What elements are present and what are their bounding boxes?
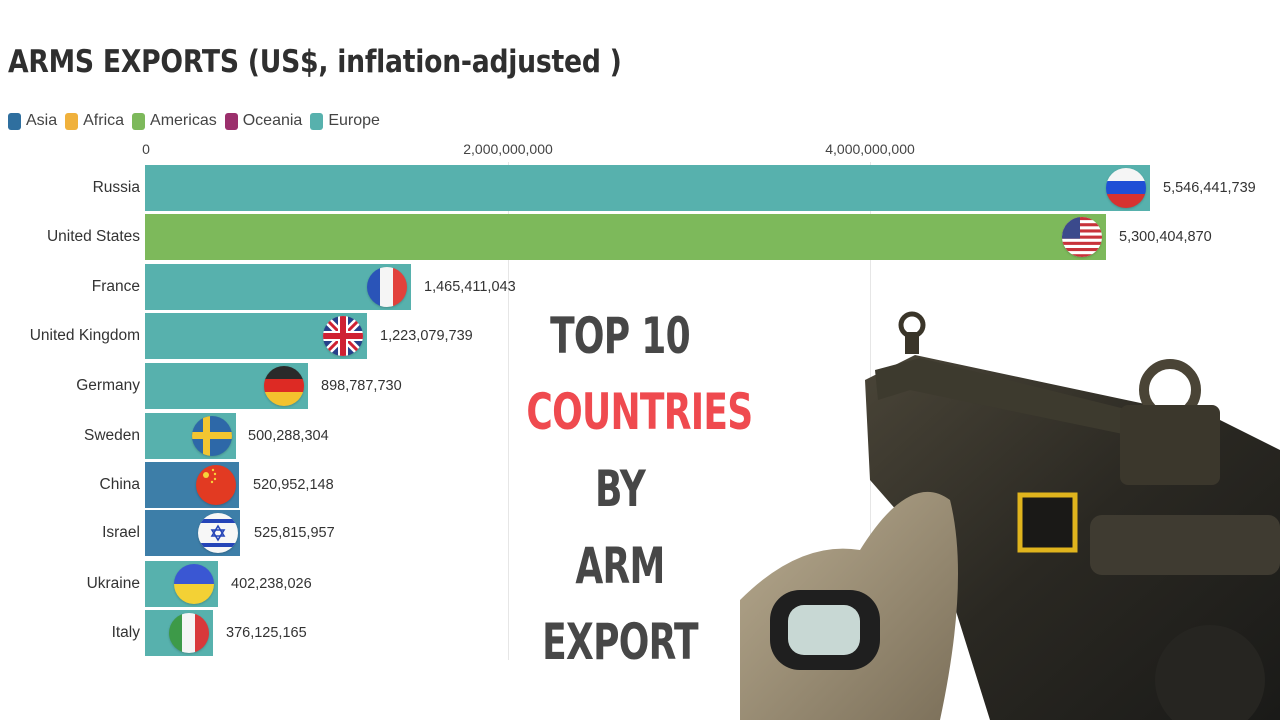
bar-row-italy: Italy 376,125,165 xyxy=(0,610,1280,656)
bar-row-france: France 1,465,411,043 xyxy=(0,264,1280,310)
bar-row-ukraine: Ukraine 402,238,026 xyxy=(0,561,1280,607)
legend-item-asia[interactable]: Asia xyxy=(8,112,57,130)
germany-flag-icon xyxy=(264,366,304,406)
bar-row-israel: Israel 525,815,957 xyxy=(0,510,1280,556)
bar-row-united-states: United States 5,300,404,870 xyxy=(0,214,1280,260)
bar-row-china: China 520,952,148 xyxy=(0,462,1280,508)
value-label: 5,546,441,739 xyxy=(1163,180,1256,196)
value-label: 376,125,165 xyxy=(226,625,307,641)
legend-item-europe[interactable]: Europe xyxy=(310,112,380,130)
value-label: 1,465,411,043 xyxy=(424,279,516,295)
uk-flag-icon xyxy=(323,316,363,356)
legend-swatch-africa xyxy=(65,112,79,130)
overlay-line-countries: COUNTRIES xyxy=(526,383,753,441)
row-label: Sweden xyxy=(83,427,140,444)
row-label: Germany xyxy=(76,377,140,394)
bar-russia[interactable] xyxy=(145,165,1150,211)
legend-swatch-europe xyxy=(310,112,324,130)
row-label: China xyxy=(99,476,141,493)
overlay-line-export: EXPORT xyxy=(542,613,698,671)
bar-row-russia: Russia 5,546,441,739 xyxy=(0,165,1280,211)
italy-flag-icon xyxy=(169,613,209,653)
legend-swatch-oceania xyxy=(224,112,238,130)
value-label: 520,952,148 xyxy=(253,477,334,493)
legend-label: Africa xyxy=(83,112,125,129)
legend-label: Oceania xyxy=(242,112,303,129)
russia-flag-icon xyxy=(1106,168,1146,208)
row-label: United Kingdom xyxy=(29,327,140,344)
overlay-line-by: BY xyxy=(594,460,646,518)
china-flag-icon xyxy=(196,465,236,505)
value-label: 500,288,304 xyxy=(248,428,329,444)
value-label: 898,787,730 xyxy=(321,378,402,394)
legend-swatch-asia xyxy=(8,112,21,130)
row-label: Russia xyxy=(92,179,140,196)
row-label: Italy xyxy=(111,624,140,641)
row-label: France xyxy=(91,278,140,295)
bar-row-united-kingdom: United Kingdom 1,223,079,739 xyxy=(0,313,1280,359)
value-label: 402,238,026 xyxy=(231,576,312,592)
legend: Asia Africa Americas Oceania Europe xyxy=(8,112,388,130)
legend-item-africa[interactable]: Africa xyxy=(65,112,124,130)
legend-label: Europe xyxy=(328,112,380,129)
row-label: Israel xyxy=(102,524,140,541)
israel-flag-icon xyxy=(198,513,238,553)
bar-united-states[interactable] xyxy=(145,214,1106,260)
legend-swatch-americas xyxy=(132,112,146,130)
overlay-line-top10: TOP 10 xyxy=(550,307,691,365)
legend-label: Asia xyxy=(26,112,58,129)
chart-title: ARMS EXPORTS (US$, inflation-adjusted ) xyxy=(8,44,622,80)
gridline-2b xyxy=(508,162,509,660)
value-label: 5,300,404,870 xyxy=(1119,229,1212,245)
value-label: 1,223,079,739 xyxy=(380,328,473,344)
bar-france[interactable] xyxy=(145,264,411,310)
bar-row-sweden: Sweden 500,288,304 xyxy=(0,413,1280,459)
legend-item-americas[interactable]: Americas xyxy=(132,112,217,130)
bar-row-germany: Germany 898,787,730 xyxy=(0,363,1280,409)
row-label: Ukraine xyxy=(86,575,140,592)
sweden-flag-icon xyxy=(192,416,232,456)
france-flag-icon xyxy=(367,267,407,307)
legend-item-oceania[interactable]: Oceania xyxy=(224,112,303,130)
overlay-line-arm: ARM xyxy=(575,537,665,595)
legend-label: Americas xyxy=(150,112,217,129)
usa-flag-icon xyxy=(1062,217,1102,257)
value-label: 525,815,957 xyxy=(254,525,335,541)
ukraine-flag-icon xyxy=(174,564,214,604)
row-label: United States xyxy=(46,228,140,245)
axis-tick-0: 0 xyxy=(142,141,150,157)
axis-tick-4b: 4,000,000,000 xyxy=(825,141,915,157)
rifle-image xyxy=(740,311,1280,720)
axis-tick-2b: 2,000,000,000 xyxy=(463,141,553,157)
